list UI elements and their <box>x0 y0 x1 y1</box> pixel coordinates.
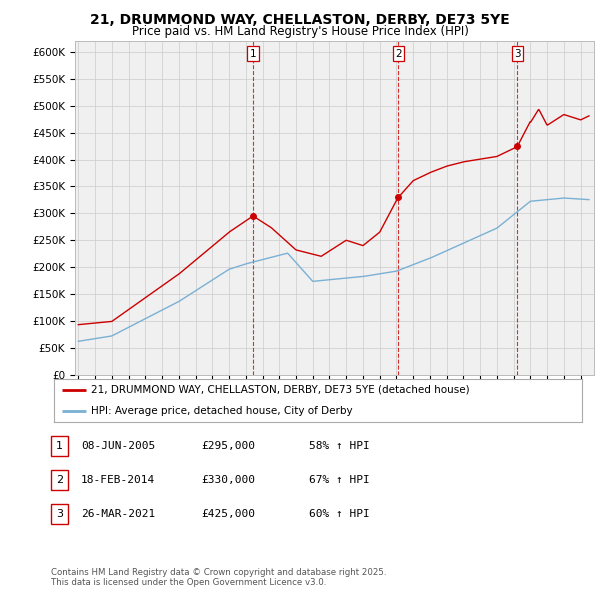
Text: 67% ↑ HPI: 67% ↑ HPI <box>309 475 370 485</box>
Text: 3: 3 <box>514 48 521 58</box>
Text: 2: 2 <box>56 475 63 485</box>
Text: 08-JUN-2005: 08-JUN-2005 <box>81 441 155 451</box>
Text: 58% ↑ HPI: 58% ↑ HPI <box>309 441 370 451</box>
Text: 1: 1 <box>56 441 63 451</box>
Text: HPI: Average price, detached house, City of Derby: HPI: Average price, detached house, City… <box>91 407 353 416</box>
Text: Contains HM Land Registry data © Crown copyright and database right 2025.
This d: Contains HM Land Registry data © Crown c… <box>51 568 386 587</box>
Text: £330,000: £330,000 <box>201 475 255 485</box>
Text: £295,000: £295,000 <box>201 441 255 451</box>
Text: 60% ↑ HPI: 60% ↑ HPI <box>309 509 370 519</box>
Text: 21, DRUMMOND WAY, CHELLASTON, DERBY, DE73 5YE: 21, DRUMMOND WAY, CHELLASTON, DERBY, DE7… <box>90 13 510 27</box>
Text: 21, DRUMMOND WAY, CHELLASTON, DERBY, DE73 5YE (detached house): 21, DRUMMOND WAY, CHELLASTON, DERBY, DE7… <box>91 385 470 395</box>
Text: Price paid vs. HM Land Registry's House Price Index (HPI): Price paid vs. HM Land Registry's House … <box>131 25 469 38</box>
Text: 26-MAR-2021: 26-MAR-2021 <box>81 509 155 519</box>
Text: £425,000: £425,000 <box>201 509 255 519</box>
Text: 3: 3 <box>56 509 63 519</box>
Text: 2: 2 <box>395 48 402 58</box>
Text: 18-FEB-2014: 18-FEB-2014 <box>81 475 155 485</box>
Text: 1: 1 <box>250 48 256 58</box>
